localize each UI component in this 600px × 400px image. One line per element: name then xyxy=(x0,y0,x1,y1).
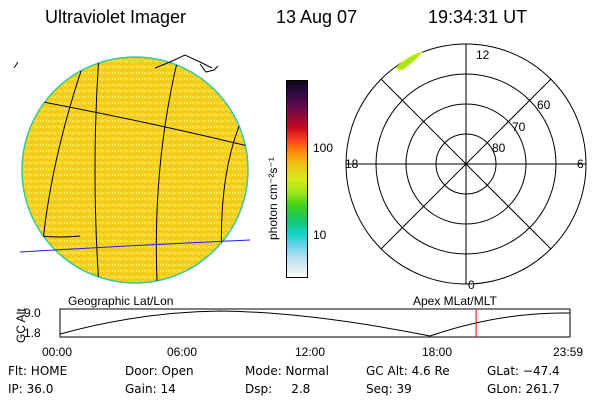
info-door: Door: Open xyxy=(125,364,194,378)
info-glon: GLon: 261.7 xyxy=(487,382,560,396)
equator-line xyxy=(19,239,251,253)
lat-label-80: 80 xyxy=(492,141,506,155)
altitude-curve xyxy=(59,310,571,337)
color-scale-bar xyxy=(286,80,308,278)
image-time: 19:34:31 UT xyxy=(428,7,528,27)
time-tick-0000: 00:00 xyxy=(42,345,73,359)
mlt-label-0: 0 xyxy=(468,278,475,292)
altitude-tick-1-8: 1.8 xyxy=(24,326,41,340)
time-tick-1200: 12:00 xyxy=(295,345,326,359)
lat-label-70: 70 xyxy=(512,120,526,134)
polar-panel-caption: Apex MLat/MLT xyxy=(413,294,497,308)
info-dsp: Dsp: 2.8 xyxy=(245,382,311,396)
instrument-title: Ultraviolet Imager xyxy=(45,7,187,27)
mlt-label-18: 18 xyxy=(345,157,359,171)
info-mode: Mode: Normal xyxy=(245,364,329,378)
info-flt: Flt: HOME xyxy=(8,364,68,378)
earth-panel-caption: Geographic Lat/Lon xyxy=(68,294,174,308)
info-glat: GLat: −47.4 xyxy=(487,364,560,378)
earth-disk xyxy=(21,56,249,284)
mlt-label-6: 6 xyxy=(577,157,584,171)
colorbar-tick-10: 10 xyxy=(313,228,327,242)
lat-label-60: 60 xyxy=(537,98,551,112)
altitude-tick-9: 9.0 xyxy=(24,306,41,320)
altitude-plot-frame xyxy=(59,308,571,338)
time-tick-0600: 06:00 xyxy=(167,345,198,359)
info-ip: IP: 36.0 xyxy=(8,382,54,396)
aurora-patch xyxy=(395,51,424,71)
info-gc-alt: GC Alt: 4.6 Re xyxy=(366,364,450,378)
coastline xyxy=(154,54,213,69)
info-gain: Gain: 14 xyxy=(125,382,176,396)
image-date: 13 Aug 07 xyxy=(276,7,358,27)
colorbar-tick-100: 100 xyxy=(313,141,334,155)
time-tick-2359: 23:59 xyxy=(553,345,584,359)
mlt-label-12: 12 xyxy=(476,48,490,62)
info-seq: Seq: 39 xyxy=(366,382,412,396)
time-tick-1800: 18:00 xyxy=(422,345,453,359)
